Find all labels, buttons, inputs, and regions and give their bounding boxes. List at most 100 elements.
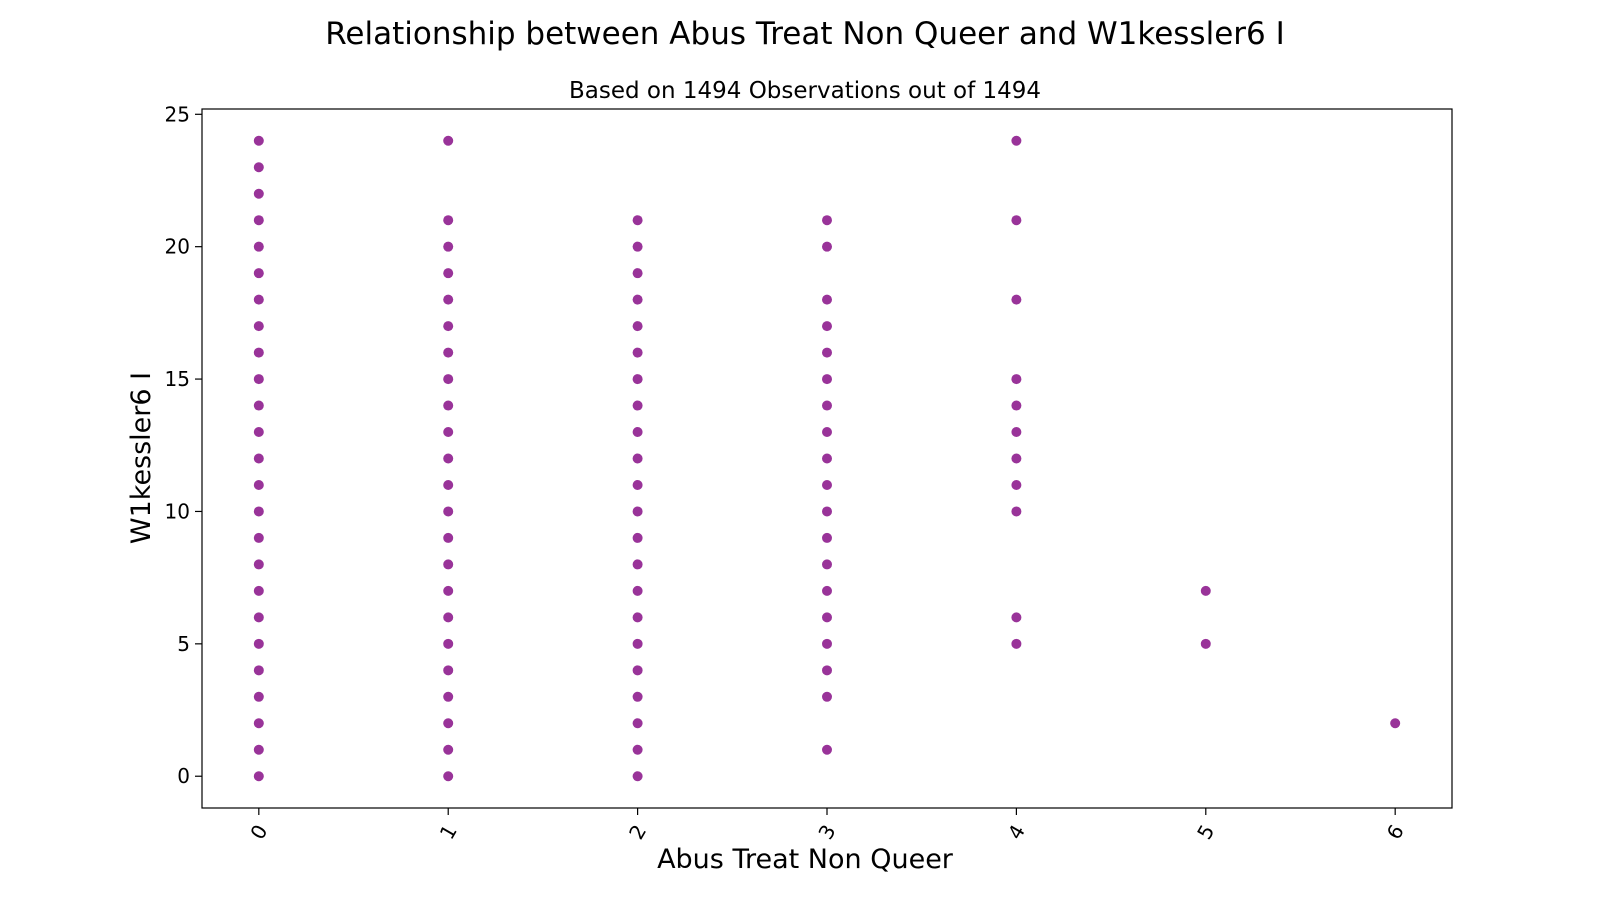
- data-point: [632, 215, 643, 226]
- data-point: [253, 691, 264, 702]
- data-point: [253, 321, 264, 332]
- data-point: [822, 506, 832, 517]
- x-axis-ticks: 0 1 2 3 4 5 6: [245, 808, 1409, 844]
- data-point: [1200, 585, 1211, 596]
- chart-title: Relationship between Abus Treat Non Quee…: [325, 16, 1285, 52]
- data-point: [632, 744, 643, 755]
- data-point: [443, 241, 454, 252]
- data-point: [632, 665, 643, 676]
- data-point: [632, 559, 643, 570]
- data-point: [443, 585, 454, 596]
- data-point: [443, 691, 454, 702]
- data-point: [253, 347, 264, 358]
- data-point: [253, 400, 264, 411]
- data-point: [443, 771, 454, 782]
- data-point: [253, 718, 264, 729]
- data-point: [822, 453, 832, 464]
- data-point: [253, 294, 264, 305]
- data-point: [822, 744, 832, 755]
- data-point: [253, 559, 264, 570]
- data-point: [632, 294, 643, 305]
- data-point: [443, 453, 454, 464]
- data-point: [1011, 506, 1022, 517]
- y-axis-ticks: 0 5 10 15 20 25: [165, 102, 202, 788]
- data-point: [1011, 215, 1022, 226]
- data-point: [253, 241, 264, 252]
- chart-subtitle: Based on 1494 Observations out of 1494: [569, 78, 1041, 104]
- data-point: [253, 506, 264, 517]
- data-point: [1011, 638, 1022, 649]
- data-point: [1011, 453, 1022, 464]
- data-point: [253, 427, 264, 438]
- data-point: [822, 691, 832, 702]
- x-axis-label: Abus Treat Non Queer: [657, 844, 954, 875]
- data-point: [253, 638, 264, 649]
- data-point: [253, 268, 264, 279]
- data-points: [253, 135, 1401, 782]
- x-tick-label: 6: [1382, 820, 1409, 843]
- data-point: [822, 374, 832, 385]
- data-point: [632, 400, 643, 411]
- data-point: [822, 347, 832, 358]
- data-point: [443, 479, 454, 490]
- data-point: [822, 215, 832, 226]
- data-point: [253, 665, 264, 676]
- x-tick-label: 0: [245, 820, 272, 843]
- data-point: [632, 453, 643, 464]
- data-point: [822, 479, 832, 490]
- data-point: [443, 347, 454, 358]
- data-point: [443, 638, 454, 649]
- data-point: [443, 506, 454, 517]
- y-tick-label: 10: [165, 499, 190, 523]
- data-point: [632, 585, 643, 596]
- data-point: [632, 771, 643, 782]
- data-point: [443, 665, 454, 676]
- data-point: [1011, 400, 1022, 411]
- data-point: [822, 400, 832, 411]
- data-point: [822, 294, 832, 305]
- data-point: [822, 612, 832, 623]
- data-point: [253, 744, 264, 755]
- data-point: [822, 532, 832, 543]
- x-tick-label: 3: [813, 820, 840, 843]
- data-point: [443, 718, 454, 729]
- data-point: [253, 532, 264, 543]
- data-point: [443, 135, 454, 146]
- data-point: [822, 585, 832, 596]
- data-point: [443, 427, 454, 438]
- data-point: [253, 479, 264, 490]
- data-point: [632, 479, 643, 490]
- data-point: [822, 559, 832, 570]
- data-point: [253, 215, 264, 226]
- data-point: [822, 427, 832, 438]
- data-point: [253, 771, 264, 782]
- data-point: [632, 427, 643, 438]
- data-point: [1011, 374, 1022, 385]
- data-point: [1011, 479, 1022, 490]
- data-point: [632, 612, 643, 623]
- data-point: [1011, 294, 1022, 305]
- y-tick-label: 5: [177, 632, 190, 656]
- data-point: [443, 268, 454, 279]
- y-tick-label: 20: [165, 235, 190, 259]
- data-point: [443, 400, 454, 411]
- data-point: [253, 585, 264, 596]
- data-point: [632, 638, 643, 649]
- data-point: [1011, 427, 1022, 438]
- data-point: [1011, 612, 1022, 623]
- data-point: [632, 691, 643, 702]
- y-tick-label: 0: [177, 764, 190, 788]
- data-point: [632, 347, 643, 358]
- data-point: [632, 532, 643, 543]
- data-point: [632, 268, 643, 279]
- data-point: [822, 241, 832, 252]
- data-point: [632, 321, 643, 332]
- data-point: [632, 241, 643, 252]
- data-point: [253, 135, 264, 146]
- y-axis-label: W1kessler6 I: [126, 372, 157, 544]
- data-point: [632, 718, 643, 729]
- x-tick-label: 1: [435, 820, 462, 843]
- data-point: [443, 744, 454, 755]
- x-tick-label: 5: [1192, 820, 1219, 843]
